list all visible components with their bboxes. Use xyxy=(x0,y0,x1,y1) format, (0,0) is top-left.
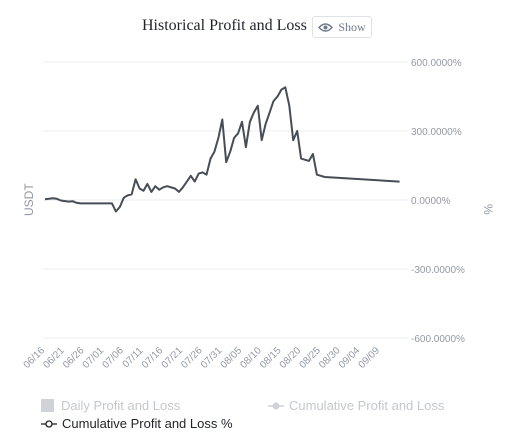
x-tick-label: 08/10 xyxy=(238,345,264,371)
eye-icon xyxy=(318,22,334,32)
hollow-dot-line-swatch-icon xyxy=(41,419,57,428)
y-axis-label-left: USDT xyxy=(22,183,36,216)
x-tick-label: 09/09 xyxy=(357,345,383,371)
y-tick-label: 600.0000% xyxy=(411,58,462,69)
y-tick-label: -600.0000% xyxy=(411,334,465,345)
x-tick-label: 08/05 xyxy=(219,345,245,371)
x-tick-label: 07/01 xyxy=(81,345,107,371)
show-button[interactable]: Show xyxy=(312,16,372,38)
legend-label: Cumulative Profit and Loss % xyxy=(62,416,233,431)
y-tick-label: -300.0000% xyxy=(411,265,465,276)
x-axis-ticks: 06/1606/2106/2607/0107/0607/1107/1607/21… xyxy=(22,345,383,371)
x-tick-label: 07/31 xyxy=(199,345,225,371)
show-label: Show xyxy=(338,19,366,34)
x-tick-label: 08/20 xyxy=(278,345,304,371)
legend-label: Cumulative Profit and Loss xyxy=(289,398,445,413)
x-tick-label: 06/16 xyxy=(22,345,48,371)
y-axis-label-right: % xyxy=(481,204,495,215)
x-tick-label: 07/16 xyxy=(140,345,166,371)
chart-title: Historical Profit and Loss xyxy=(142,17,307,34)
y-tick-label: 300.0000% xyxy=(411,127,462,138)
legend-item-daily-pnl[interactable]: Daily Profit and Loss xyxy=(41,398,180,413)
x-tick-label: 09/04 xyxy=(337,345,363,371)
x-tick-label: 06/26 xyxy=(61,345,87,371)
x-tick-label: 08/15 xyxy=(258,345,284,371)
x-tick-label: 07/21 xyxy=(160,345,186,371)
legend-label: Daily Profit and Loss xyxy=(61,398,181,413)
x-tick-label: 08/25 xyxy=(297,345,323,371)
grid-lines xyxy=(43,61,408,339)
x-tick-label: 06/21 xyxy=(41,345,67,371)
x-tick-label: 07/06 xyxy=(100,345,126,371)
legend-item-cumulative-pnl-percent[interactable]: Cumulative Profit and Loss % xyxy=(41,416,233,431)
dot-line-swatch-icon xyxy=(268,402,284,409)
y-tick-label: 0.0000% xyxy=(411,196,451,207)
series-line-cumulative-pnl-percent[interactable] xyxy=(44,86,400,213)
y-axis-ticks: 600.0000% 300.0000% 0.0000% -300.0000% -600.… xyxy=(411,58,465,345)
x-tick-label: 07/26 xyxy=(179,345,205,371)
x-tick-label: 08/30 xyxy=(317,345,343,371)
legend-item-cumulative-pnl[interactable]: Cumulative Profit and Loss xyxy=(268,398,444,413)
square-swatch-icon xyxy=(41,399,54,412)
